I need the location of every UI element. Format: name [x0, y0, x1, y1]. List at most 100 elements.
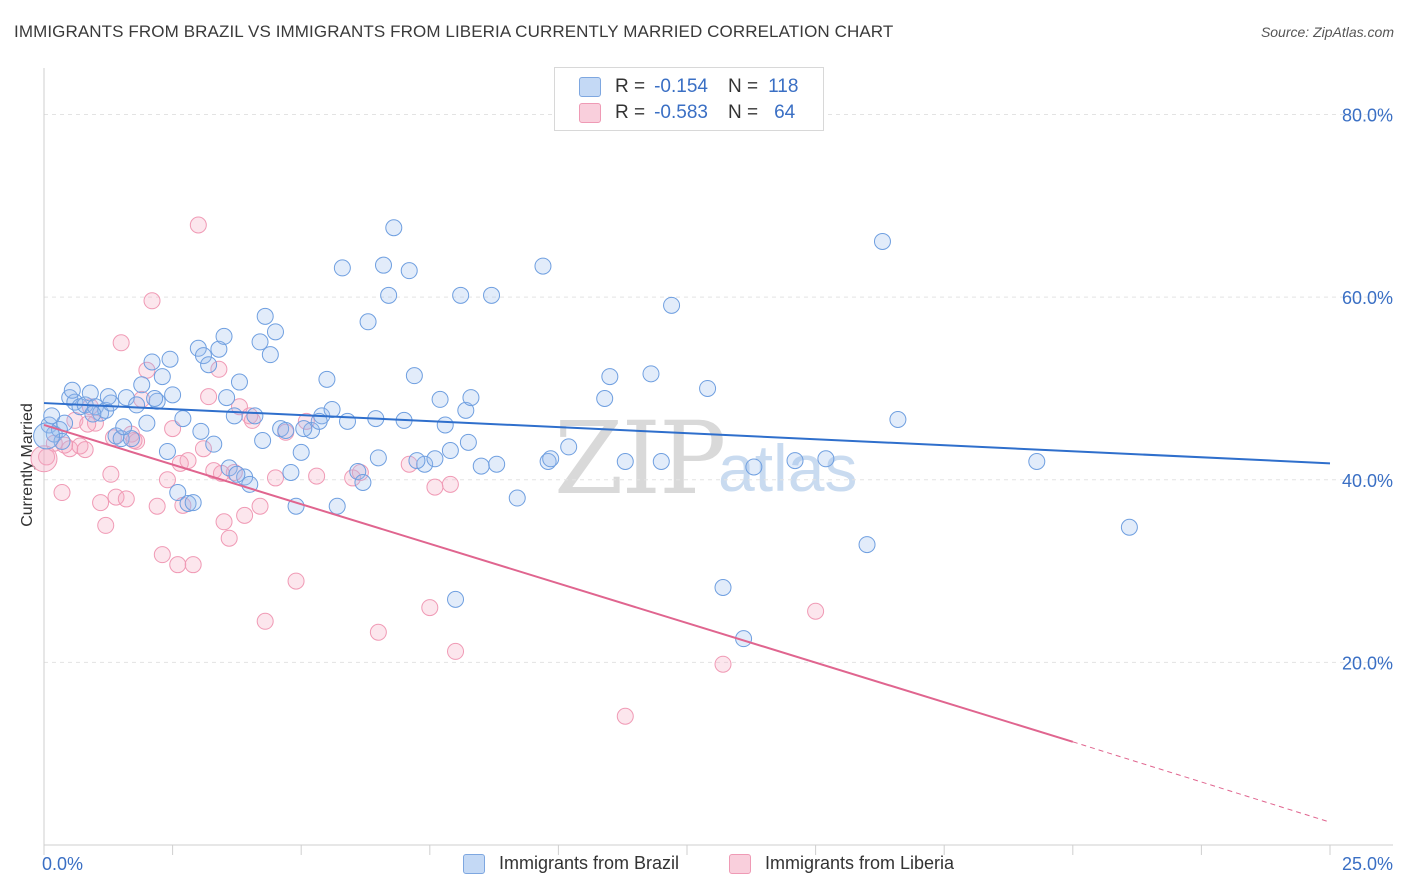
- data-point-brazil: [200, 356, 218, 374]
- source-label: Source: ZipAtlas.com: [1260, 24, 1394, 40]
- data-point-brazil: [266, 323, 284, 341]
- data-point-brazil: [349, 463, 367, 481]
- legend-row-brazil: R = -0.154 N = 118: [579, 75, 798, 99]
- data-point-brazil: [858, 536, 876, 554]
- data-point-liberia: [76, 441, 94, 459]
- data-point-brazil: [359, 313, 377, 331]
- data-point-liberia: [807, 602, 825, 620]
- data-point-brazil: [184, 494, 202, 512]
- data-point-brazil: [254, 431, 272, 449]
- data-point-brazil: [375, 256, 393, 274]
- data-point-liberia: [153, 546, 171, 564]
- data-point-brazil: [33, 422, 61, 450]
- data-point-brazil: [338, 412, 356, 430]
- x-tick-label: 25.0%: [1342, 854, 1393, 874]
- data-point-brazil: [616, 453, 634, 470]
- data-point-brazil: [534, 257, 552, 275]
- data-point-brazil: [699, 379, 717, 397]
- data-point-brazil: [164, 386, 182, 404]
- data-point-brazil: [194, 347, 212, 365]
- data-point-liberia: [256, 612, 274, 630]
- y-tick-label: 60.0%: [1342, 288, 1393, 308]
- data-point-brazil: [452, 286, 470, 304]
- data-point-brazil: [596, 389, 614, 407]
- data-point-liberia: [184, 556, 202, 574]
- data-point-brazil: [539, 453, 557, 470]
- x-tick-label: 0.0%: [42, 854, 83, 874]
- data-point-brazil: [143, 353, 161, 371]
- data-point-brazil: [218, 389, 236, 407]
- legend-row-liberia: R = -0.583 N = 64: [579, 101, 795, 125]
- data-point-brazil: [714, 579, 732, 597]
- data-point-brazil: [462, 389, 480, 407]
- data-point-brazil: [380, 286, 398, 304]
- data-point-liberia: [117, 490, 135, 508]
- data-point-brazil: [146, 389, 164, 407]
- series-liberia-points: [30, 216, 825, 725]
- data-point-brazil: [169, 484, 187, 502]
- data-point-brazil: [1028, 453, 1046, 470]
- data-point-liberia: [158, 471, 176, 489]
- data-point-brazil: [210, 340, 228, 358]
- axes: [43, 68, 1393, 855]
- data-point-brazil: [542, 450, 560, 468]
- data-point-liberia: [421, 599, 439, 617]
- data-point-brazil: [642, 365, 660, 383]
- data-point-brazil: [251, 333, 269, 351]
- data-point-brazil: [128, 396, 146, 414]
- data-point-liberia: [225, 463, 243, 481]
- data-point-liberia: [92, 494, 110, 512]
- data-point-brazil: [295, 420, 313, 438]
- data-point-brazil: [153, 368, 171, 386]
- data-point-liberia: [53, 484, 71, 502]
- data-point-brazil: [817, 450, 835, 468]
- watermark-zip: ZIP: [554, 400, 726, 517]
- data-point-brazil: [354, 474, 372, 492]
- data-point-liberia: [236, 506, 254, 524]
- data-point-liberia: [210, 360, 228, 378]
- data-point-brazil: [277, 421, 295, 439]
- data-point-brazil: [225, 407, 243, 425]
- data-point-brazil: [400, 262, 418, 280]
- legend-item-liberia[interactable]: Immigrants from Liberia: [729, 853, 954, 874]
- legend-swatch-liberia: [729, 853, 751, 874]
- data-point-brazil: [246, 407, 264, 425]
- data-point-brazil: [333, 259, 351, 277]
- series-legend: Immigrants from Brazil Immigrants from L…: [0, 851, 1406, 879]
- data-point-liberia: [125, 431, 143, 449]
- legend-n-label: N =: [727, 102, 759, 123]
- data-point-brazil: [122, 430, 140, 448]
- data-point-brazil: [508, 489, 526, 507]
- data-point-brazil: [174, 410, 192, 428]
- data-point-brazil: [99, 388, 117, 406]
- data-point-liberia: [400, 455, 418, 473]
- data-point-liberia: [215, 513, 233, 531]
- legend-r-label: R =: [615, 76, 646, 97]
- data-point-brazil: [158, 442, 176, 460]
- data-point-brazil: [889, 410, 907, 428]
- data-point-brazil: [138, 414, 156, 432]
- legend-swatch-liberia: [579, 103, 601, 123]
- data-point-brazil: [192, 422, 210, 440]
- data-point-brazil: [483, 286, 501, 304]
- data-point-brazil: [431, 390, 449, 408]
- data-point-brazil: [601, 368, 619, 386]
- legend-swatch-brazil: [463, 853, 485, 874]
- legend-item-brazil[interactable]: Immigrants from Brazil: [463, 853, 679, 874]
- data-point-brazil: [472, 457, 490, 475]
- data-point-brazil: [457, 401, 475, 419]
- data-point-brazil: [369, 449, 387, 467]
- data-point-liberia: [194, 440, 212, 458]
- data-point-liberia: [79, 415, 97, 433]
- data-point-liberia: [447, 642, 465, 660]
- data-point-liberia: [441, 475, 459, 493]
- data-point-brazil: [873, 232, 891, 250]
- trend-line-liberia-extension: [1072, 741, 1331, 823]
- data-point-brazil: [426, 450, 444, 468]
- data-point-brazil: [663, 296, 681, 314]
- data-point-brazil: [292, 443, 310, 461]
- chart-title: IMMIGRANTS FROM BRAZIL VS IMMIGRANTS FRO…: [14, 22, 894, 41]
- legend-r-value: -0.583: [654, 102, 708, 123]
- data-point-liberia: [143, 292, 161, 310]
